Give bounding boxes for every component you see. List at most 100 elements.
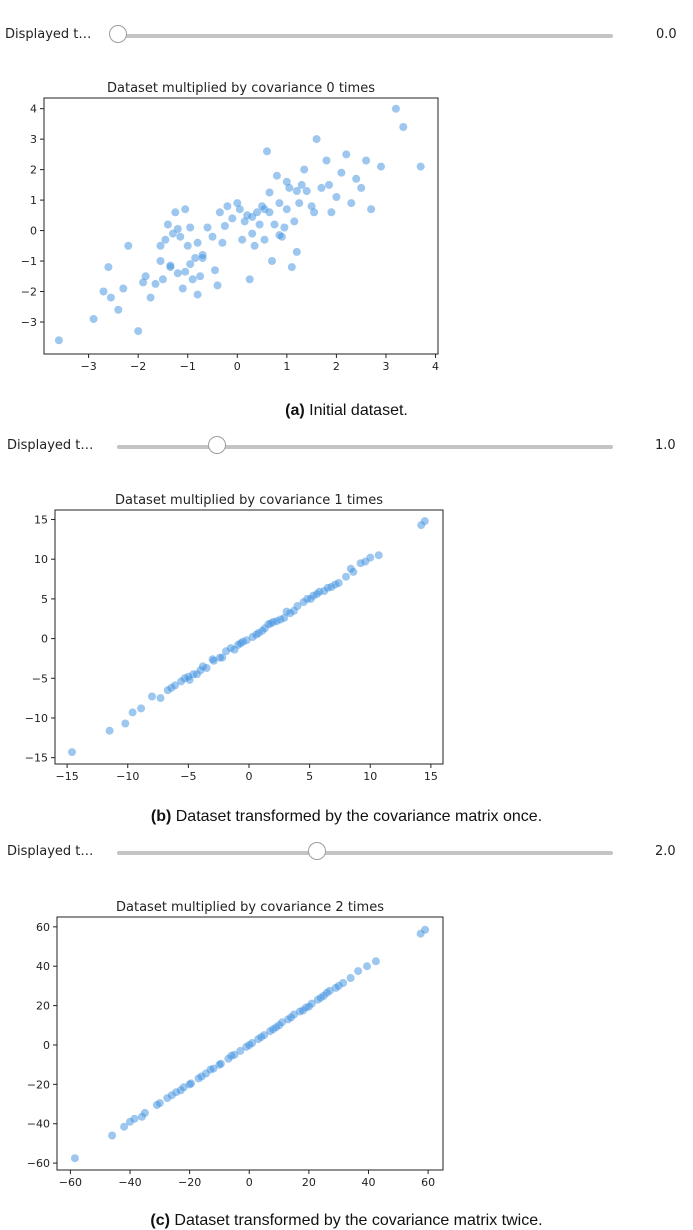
data-point: [106, 293, 115, 302]
data-point: [186, 260, 195, 269]
data-point: [298, 1006, 307, 1015]
data-point: [257, 1033, 266, 1042]
scatter-chart-c: Dataset multiplied by covariance 2 times…: [27, 900, 444, 1189]
data-point: [54, 336, 63, 345]
slider-handle[interactable]: [109, 25, 127, 43]
y-tick-label: 5: [41, 593, 48, 606]
x-tick-label: −60: [59, 1176, 82, 1189]
data-point: [104, 263, 113, 272]
data-point: [126, 1117, 134, 1126]
data-point: [141, 272, 150, 281]
y-tick-label: −3: [21, 316, 37, 329]
data-point: [260, 205, 269, 214]
x-tick-label: 5: [306, 770, 313, 783]
data-point: [377, 162, 385, 171]
data-point: [367, 205, 376, 214]
slider-handle[interactable]: [308, 842, 326, 860]
figure-caption-b: (b) Dataset transformed by the covarianc…: [0, 808, 693, 826]
x-tick-label: 15: [424, 770, 438, 783]
data-point: [146, 293, 155, 302]
slider-track[interactable]: [117, 34, 613, 38]
data-point: [391, 104, 400, 113]
data-point: [310, 208, 319, 217]
data-points: [70, 925, 430, 1163]
data-point: [151, 279, 160, 288]
slider-track[interactable]: [117, 445, 613, 449]
data-point: [198, 254, 207, 262]
data-point: [317, 183, 326, 192]
caption-text: Initial dataset.: [304, 402, 408, 419]
data-point: [197, 1072, 206, 1081]
data-point: [227, 1051, 236, 1060]
data-point: [285, 183, 294, 192]
data-point: [302, 187, 311, 195]
data-point: [248, 229, 257, 238]
data-point: [304, 1002, 313, 1011]
data-point: [163, 220, 172, 229]
data-point: [240, 217, 249, 226]
slider-handle[interactable]: [208, 436, 226, 454]
x-tick-label: 0: [234, 360, 241, 373]
data-point: [193, 290, 202, 299]
x-tick-label: 10: [363, 770, 377, 783]
x-tick-label: −20: [178, 1176, 201, 1189]
slider-row-b: Displayed t… 1.0: [0, 434, 693, 458]
data-point: [148, 692, 156, 701]
slider-label: Displayed t…: [7, 438, 94, 453]
chart-title: Dataset multiplied by covariance 0 times: [107, 81, 375, 96]
data-point: [312, 135, 321, 144]
slider-row-a: Displayed t… 0.0: [0, 23, 693, 47]
data-point: [108, 1131, 117, 1140]
y-tick-label: 0: [43, 1039, 50, 1052]
data-point: [260, 235, 269, 244]
data-point: [342, 150, 351, 159]
data-point: [158, 275, 167, 284]
data-point: [245, 275, 254, 284]
data-point: [181, 205, 190, 214]
data-point: [139, 278, 148, 287]
data-point: [213, 281, 222, 290]
data-point: [105, 726, 114, 735]
data-point: [352, 174, 361, 183]
data-point: [287, 263, 296, 272]
caption-letter: (a): [285, 402, 305, 419]
data-point: [337, 168, 346, 177]
chart-title: Dataset multiplied by covariance 2 times: [116, 900, 384, 915]
data-point: [371, 957, 380, 966]
data-point: [307, 202, 316, 211]
data-point: [120, 1122, 129, 1131]
data-point: [193, 238, 202, 247]
data-point: [220, 222, 229, 230]
plot-frame: [56, 916, 444, 1171]
x-tick-label: −2: [130, 360, 146, 373]
figure-caption-c: (c) Dataset transformed by the covarianc…: [0, 1212, 693, 1230]
data-point: [89, 315, 98, 323]
data-point: [70, 1154, 79, 1163]
data-point: [362, 156, 371, 165]
data-point: [300, 165, 309, 174]
data-point: [186, 223, 195, 232]
y-tick-label: 2: [30, 164, 37, 177]
x-tick-label: −1: [180, 360, 196, 373]
x-tick-label: 3: [382, 360, 389, 373]
data-point: [137, 1112, 146, 1121]
data-point: [275, 1021, 284, 1030]
slider-track[interactable]: [117, 851, 613, 855]
data-point: [99, 287, 108, 296]
data-point: [183, 241, 192, 250]
y-tick-label: 20: [36, 1000, 50, 1013]
data-point: [268, 257, 276, 265]
data-point: [374, 551, 383, 560]
y-tick-label: −1: [21, 255, 37, 268]
slider-value: 1.0: [655, 438, 676, 453]
x-tick-label: −5: [180, 770, 196, 783]
data-point: [245, 1041, 254, 1049]
data-point: [68, 748, 76, 757]
data-point: [275, 231, 284, 240]
caption-letter: (c): [150, 1212, 170, 1229]
chart-title: Dataset multiplied by covariance 1 times: [115, 493, 383, 508]
data-point: [282, 607, 291, 616]
y-tick-label: 4: [30, 103, 37, 116]
x-tick-label: 0: [246, 1176, 253, 1189]
y-tick-label: −2: [21, 286, 37, 299]
